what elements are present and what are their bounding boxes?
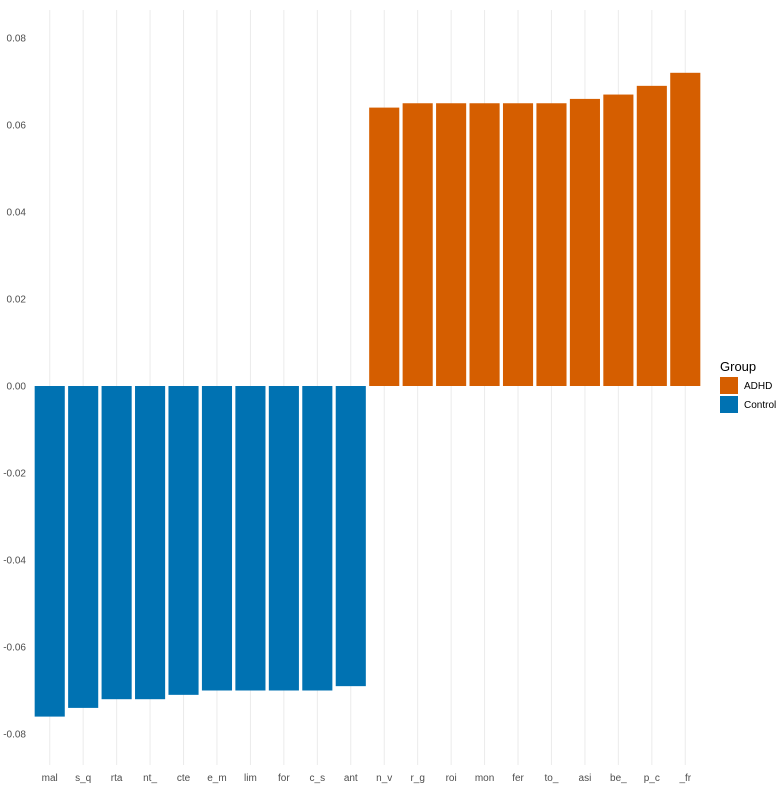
x-tick-label: _fr: [678, 773, 691, 784]
bar-ant: [335, 386, 366, 687]
x-tick-label: r_g: [410, 773, 424, 784]
bar-rta: [101, 386, 132, 700]
bar-c_s: [302, 386, 333, 691]
x-tick-label: to_: [545, 773, 559, 784]
x-tick-label: nt_: [143, 773, 157, 784]
legend-title: Group: [720, 359, 756, 374]
legend-label-control: Control: [744, 400, 776, 411]
legend-key-adhd: [720, 377, 738, 394]
x-tick-label: roi: [446, 773, 457, 784]
bar-e_m: [201, 386, 233, 691]
bar-roi: [436, 103, 467, 386]
y-tick-label: -0.04: [3, 556, 26, 567]
bar-cte: [168, 386, 199, 695]
bar-layer: [34, 72, 701, 717]
x-tick-label: be_: [610, 773, 627, 784]
x-tick-label: rta: [111, 773, 123, 784]
x-tick-label: cte: [177, 773, 191, 784]
bar-s_q: [68, 386, 99, 708]
x-tick-label: n_v: [376, 773, 392, 784]
x-tick-label: e_m: [207, 773, 226, 784]
y-tick-label: 0.00: [7, 382, 27, 393]
legend: Group ADHD Control: [720, 359, 776, 413]
x-tick-label: asi: [579, 773, 592, 784]
bar-be_: [603, 94, 634, 387]
y-tick-label: 0.08: [7, 34, 27, 45]
legend-key-control: [720, 396, 738, 413]
bar-fer: [502, 103, 534, 386]
y-axis-ticks: -0.08 -0.06 -0.04 -0.02 0.00 0.02 0.04 0.06 0.08: [3, 34, 26, 741]
x-tick-label: lim: [244, 773, 257, 784]
x-tick-label: for: [278, 773, 290, 784]
bar-mon: [469, 103, 500, 386]
bar-n_v: [369, 107, 400, 386]
bar-lim: [235, 386, 266, 691]
bar-for: [268, 386, 299, 691]
y-tick-label: -0.06: [3, 643, 26, 654]
bar-p_c: [636, 85, 667, 386]
x-tick-label: mon: [475, 773, 494, 784]
bar-nt_: [135, 386, 166, 700]
bar-asi: [569, 98, 600, 387]
x-tick-label: s_q: [75, 773, 91, 784]
x-tick-label: mal: [42, 773, 58, 784]
x-tick-label: p_c: [644, 773, 660, 784]
x-axis-ticks: mal s_q rta nt_ cte e_m lim for c_s ant n_v r_g roi m…: [42, 773, 692, 784]
y-tick-label: -0.08: [3, 730, 26, 741]
legend-label-adhd: ADHD: [744, 381, 772, 392]
y-tick-label: 0.04: [7, 208, 27, 219]
y-tick-label: 0.06: [7, 121, 27, 132]
bar-r_g: [402, 103, 433, 386]
x-tick-label: ant: [344, 773, 358, 784]
x-tick-label: fer: [512, 773, 524, 784]
y-tick-label: -0.02: [3, 469, 26, 480]
x-tick-label: c_s: [310, 773, 326, 784]
y-tick-label: 0.02: [7, 295, 27, 306]
bar-to_: [536, 103, 567, 386]
bar-_fr: [670, 72, 701, 387]
bar-mal: [34, 386, 65, 717]
